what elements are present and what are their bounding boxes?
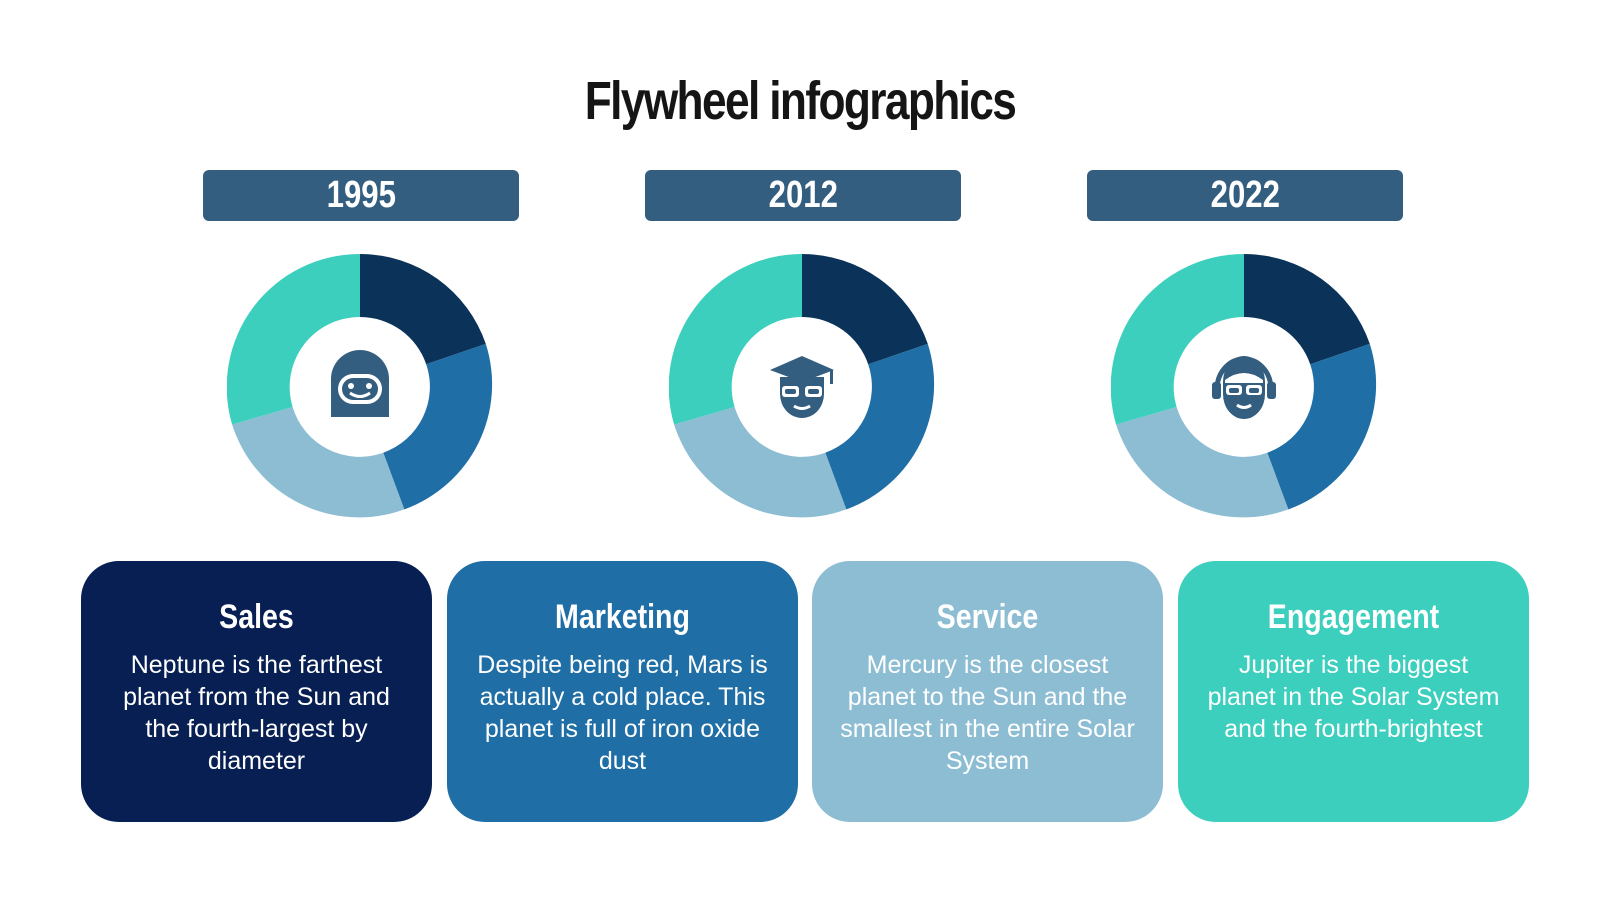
wheel-segment-dark [360, 254, 486, 365]
card-title: Marketing [555, 598, 690, 636]
graduate-face-icon [770, 356, 834, 418]
card-description: Jupiter is the biggest planet in the Sol… [1207, 651, 1500, 743]
wheel-segment-blue [383, 343, 493, 510]
flywheel-chart [227, 254, 493, 518]
wheel-segment-teal [1111, 254, 1244, 425]
year-text: 2012 [768, 174, 838, 216]
wheel-segment-blue [825, 343, 935, 510]
wheel-segment-light [232, 407, 405, 518]
year-label-1: 1995 [203, 170, 519, 221]
year-text: 1995 [326, 174, 396, 216]
wheel-segment-teal [669, 254, 802, 425]
year-label-2: 2012 [645, 170, 961, 221]
card-sales: Sales Neptune is the farthest planet fro… [81, 561, 432, 822]
card-title: Service [936, 598, 1039, 636]
flywheel-1 [227, 254, 493, 520]
flywheel-chart [669, 254, 935, 518]
card-title: Engagement [1267, 598, 1440, 636]
headset-face-icon [1212, 356, 1276, 419]
wheel-segment-dark [802, 254, 928, 365]
page-title: Flywheel infographics [584, 71, 1017, 131]
card-title: Sales [219, 598, 294, 636]
card-description: Mercury is the closest planet to the Sun… [840, 651, 1135, 775]
wheel-segment-dark [1244, 254, 1370, 365]
year-text: 2022 [1210, 174, 1280, 216]
year-label-3: 2022 [1087, 170, 1403, 221]
flywheel-3 [1111, 254, 1377, 520]
wheel-segment-light [674, 407, 847, 518]
wheel-segment-light [1116, 407, 1289, 518]
card-engagement: Engagement Jupiter is the biggest planet… [1178, 561, 1529, 822]
flywheel-2 [669, 254, 935, 520]
card-marketing: Marketing Despite being red, Mars is act… [447, 561, 798, 822]
card-description: Neptune is the farthest planet from the … [123, 651, 390, 775]
card-service: Service Mercury is the closest planet to… [812, 561, 1163, 822]
wheel-segment-blue [1267, 343, 1377, 510]
wheel-segment-teal [227, 254, 360, 425]
flywheel-chart [1111, 254, 1377, 518]
card-description: Despite being red, Mars is actually a co… [477, 651, 768, 775]
robot-face-icon [331, 350, 389, 417]
